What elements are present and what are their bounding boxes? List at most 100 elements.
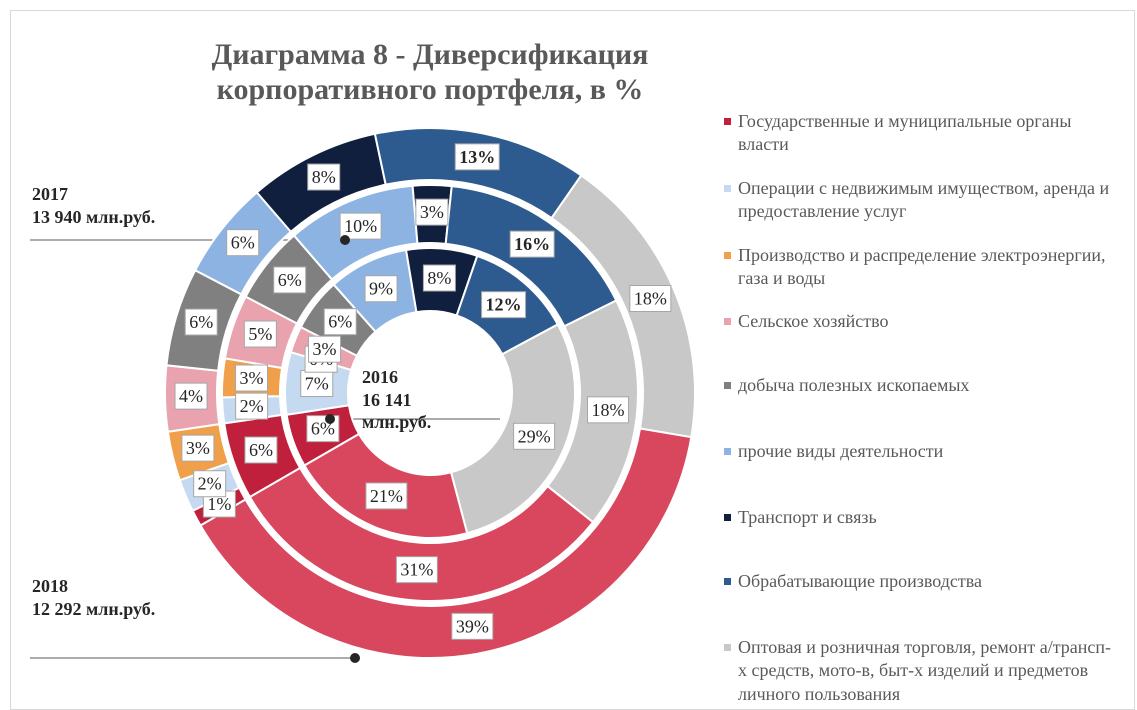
ring-segment <box>449 323 576 535</box>
data-label: 8% <box>427 268 451 288</box>
legend-label: Государственные и муниципальные органы в… <box>738 111 1072 155</box>
legend-label: Транспорт и связь <box>738 507 877 527</box>
legend-item: Транспорт и связь <box>722 506 1117 529</box>
data-label: 7% <box>305 373 329 393</box>
data-label-box <box>395 556 438 584</box>
data-label-box <box>454 143 500 171</box>
data-labels: 6%7%0%3%6%9%8%12%29%21%6%2%3%5%6%10%3%16… <box>174 143 672 640</box>
legend-item: Обрабатывающие производства <box>722 570 1117 593</box>
data-label-box <box>451 612 494 640</box>
data-label-box <box>234 364 268 392</box>
data-label-box <box>244 436 278 464</box>
data-label-box <box>184 308 218 336</box>
ring-year: 2018 <box>32 576 68 596</box>
data-label: 18% <box>634 289 667 309</box>
data-label-box <box>193 470 227 498</box>
data-label: 8% <box>312 167 336 187</box>
legend-marker <box>724 185 731 192</box>
data-label: 6% <box>249 440 273 460</box>
data-label-box <box>226 229 260 257</box>
leader-dot <box>350 653 360 663</box>
ring-segment <box>248 466 595 602</box>
data-label-box <box>629 285 672 313</box>
data-label-box <box>308 335 342 363</box>
legend-item: Производство и распределение электроэнер… <box>722 244 1117 291</box>
legend-label: прочие виды деятельности <box>738 441 944 461</box>
data-label-box <box>174 382 208 410</box>
data-label-box <box>307 163 341 191</box>
data-label: 9% <box>369 279 393 299</box>
data-label-box <box>415 198 449 226</box>
legend-label: Производство и распределение электроэнер… <box>738 245 1106 289</box>
data-label: 31% <box>400 560 433 580</box>
data-label: 3% <box>313 339 337 359</box>
data-label: 2% <box>198 474 222 494</box>
data-label-box <box>339 212 382 240</box>
legend-item: добыча полезных ископаемых <box>722 374 1117 397</box>
legend-item: Оптовая и розничная торговля, ремонт а/т… <box>722 636 1117 706</box>
data-label: 16% <box>514 234 550 254</box>
data-label: 29% <box>518 426 551 446</box>
chart-title: Диаграмма 8 - Диверсификация корпоративн… <box>211 38 649 106</box>
leader-dot <box>340 235 350 245</box>
legend-marker <box>724 318 731 325</box>
legend-item: Сельское хозяйство <box>722 310 1117 333</box>
data-label: 5% <box>248 324 272 344</box>
data-label: 3% <box>186 438 210 458</box>
data-label: 21% <box>370 486 403 506</box>
legend-label: Операции с недвижимым имуществом, аренда… <box>738 178 1110 222</box>
data-label-box <box>243 320 277 348</box>
legend-marker <box>724 514 731 521</box>
data-label-box <box>513 422 556 450</box>
legend-marker <box>724 578 731 585</box>
data-label-box <box>235 392 269 420</box>
ring-annotation: 2016 16 141 млн.руб. <box>362 366 452 434</box>
data-label: 4% <box>179 386 203 406</box>
leader-dot <box>325 414 335 424</box>
ring-year: 2016 <box>362 367 398 387</box>
legend-marker <box>724 118 731 125</box>
data-label: 39% <box>456 616 489 636</box>
legend-marker <box>724 644 731 651</box>
data-label: 10% <box>344 216 377 236</box>
ring-total: 16 141 млн.руб. <box>362 389 432 433</box>
data-label: 6% <box>189 312 213 332</box>
data-label-box <box>364 275 398 303</box>
data-label: 13% <box>459 147 495 167</box>
legend-label: Оптовая и розничная торговля, ремонт а/т… <box>738 637 1112 704</box>
legend-label: Обрабатывающие производства <box>738 571 982 591</box>
data-label: 3% <box>239 368 263 388</box>
data-label: 6% <box>278 270 302 290</box>
data-label-box <box>273 266 307 294</box>
data-label: 12% <box>486 295 522 315</box>
ring-annotation: 2018 12 292 млн.руб. <box>32 575 155 620</box>
data-label-box <box>422 264 456 292</box>
legend-label: добыча полезных ископаемых <box>738 375 970 395</box>
data-label: 1% <box>207 494 231 514</box>
legend-item: Государственные и муниципальные органы в… <box>722 110 1117 157</box>
data-label: 3% <box>420 202 444 222</box>
data-label-box <box>365 482 408 510</box>
ring-segment <box>199 427 693 659</box>
data-label: 6% <box>231 233 255 253</box>
legend-item: прочие виды деятельности <box>722 440 1117 463</box>
legend-label: Сельское хозяйство <box>738 311 889 331</box>
data-label-box <box>323 308 357 336</box>
data-label-box <box>481 291 527 319</box>
legend-item: Операции с недвижимым имуществом, аренда… <box>722 177 1117 224</box>
data-label: 6% <box>328 312 352 332</box>
ring-total: 12 292 млн.руб. <box>32 598 156 619</box>
data-label: 18% <box>592 400 625 420</box>
data-label-box <box>587 396 630 424</box>
legend-marker <box>724 382 731 389</box>
ring-annotation: 2017 13 940 млн.руб. <box>32 183 155 228</box>
data-label: 2% <box>240 396 264 416</box>
data-label-box <box>181 434 215 462</box>
legend-marker <box>724 448 731 455</box>
data-label-box <box>300 369 334 397</box>
data-label-box <box>509 230 555 258</box>
ring-year: 2017 <box>32 184 68 204</box>
ring-total: 13 940 млн.руб. <box>32 206 156 227</box>
